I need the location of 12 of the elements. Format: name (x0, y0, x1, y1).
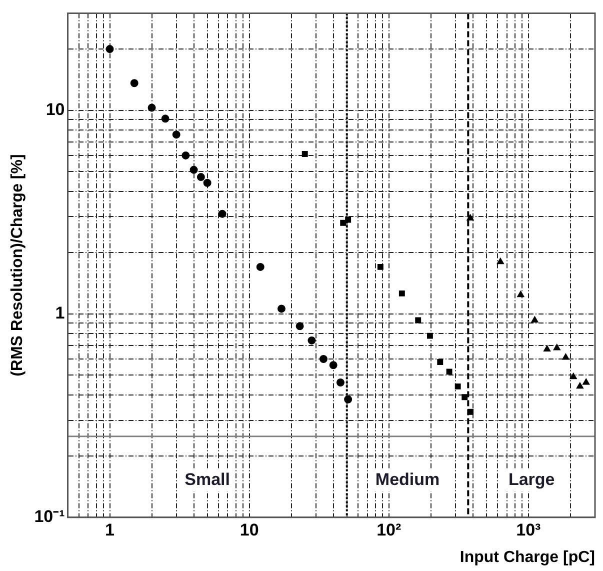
x-tick-label: 1 (105, 520, 115, 540)
annotation: Small (184, 470, 230, 489)
x-tick-label: 10 (240, 520, 259, 540)
y-axis-title: (RMS Resolution)/Charge [%] (9, 154, 26, 376)
annotation: Large (508, 470, 555, 489)
y-tick-label: 1 (55, 304, 65, 323)
y-tick-label: 10⁻¹ (34, 507, 66, 526)
x-axis-title: Input Charge [pC] (460, 548, 595, 566)
annotation: Medium (375, 470, 440, 489)
y-tick-label: 10 (46, 100, 65, 119)
x-tick-label: 10² (376, 520, 402, 540)
x-tick-label: 10³ (516, 520, 542, 540)
